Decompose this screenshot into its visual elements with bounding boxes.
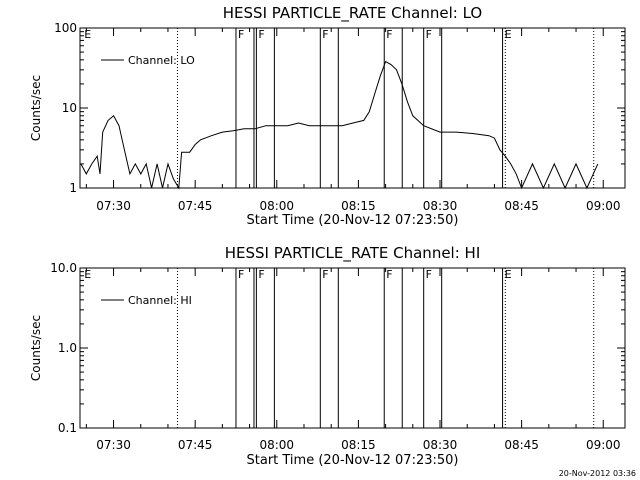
event-marker: E: [505, 28, 512, 41]
x-tick-label: 08:00: [259, 199, 294, 213]
y-tick-label: 10: [62, 101, 77, 115]
event-marker: E: [84, 268, 91, 281]
chart-panel-lo: HESSI PARTICLE_RATE Channel: LO Counts/se…: [29, 4, 626, 228]
y-axis-label: Counts/sec: [29, 315, 43, 381]
flag-marker: F: [258, 268, 264, 281]
flag-marker: F: [322, 268, 328, 281]
series-line: [80, 60, 599, 190]
x-tick-label: 08:00: [259, 438, 294, 452]
y-tick-label: 100: [54, 21, 77, 35]
flag-marker: F: [238, 28, 244, 41]
chart-title: HESSI PARTICLE_RATE Channel: LO: [223, 4, 482, 23]
x-tick-label: 09:00: [586, 199, 621, 213]
flag-marker: F: [426, 28, 432, 41]
x-tick-label: 08:30: [423, 438, 458, 452]
plot-frame: [79, 267, 626, 429]
flag-marker: F: [386, 28, 392, 41]
flag-marker: F: [258, 28, 264, 41]
y-tick-label: 10.0: [50, 261, 77, 275]
flag-marker: F: [238, 268, 244, 281]
y-tick-label: 1.0: [58, 341, 77, 355]
chart-title: HESSI PARTICLE_RATE Channel: HI: [225, 244, 481, 263]
legend-label: Channel: LO: [128, 54, 195, 67]
x-tick-label: 07:45: [178, 199, 213, 213]
plot-frame: [79, 27, 626, 189]
x-tick-label: 07:45: [178, 438, 213, 452]
x-tick-label: 08:15: [341, 438, 376, 452]
timestamp: 20-Nov-2012 03:36: [559, 469, 636, 478]
legend-label: Channel: HI: [128, 294, 192, 307]
x-tick-label: 08:30: [423, 199, 458, 213]
x-tick-label: 07:30: [96, 199, 131, 213]
x-tick-label: 07:30: [96, 438, 131, 452]
x-tick-label: 08:45: [504, 199, 539, 213]
x-axis-label: Start Time (20-Nov-12 07:23:50): [247, 453, 459, 468]
x-axis-label: Start Time (20-Nov-12 07:23:50): [247, 213, 459, 228]
flag-marker: F: [426, 268, 432, 281]
x-tick-label: 08:45: [504, 438, 539, 452]
y-tick-label: 0.1: [58, 421, 77, 435]
y-tick-label: 1: [69, 181, 77, 195]
flag-marker: F: [322, 28, 328, 41]
x-tick-label: 08:15: [341, 199, 376, 213]
x-tick-label: 09:00: [586, 438, 621, 452]
event-marker: E: [505, 268, 512, 281]
y-axis-label: Counts/sec: [29, 75, 43, 141]
chart-panel-hi: HESSI PARTICLE_RATE Channel: HI Counts/se…: [29, 244, 626, 468]
flag-marker: F: [386, 268, 392, 281]
event-marker: E: [84, 28, 91, 41]
